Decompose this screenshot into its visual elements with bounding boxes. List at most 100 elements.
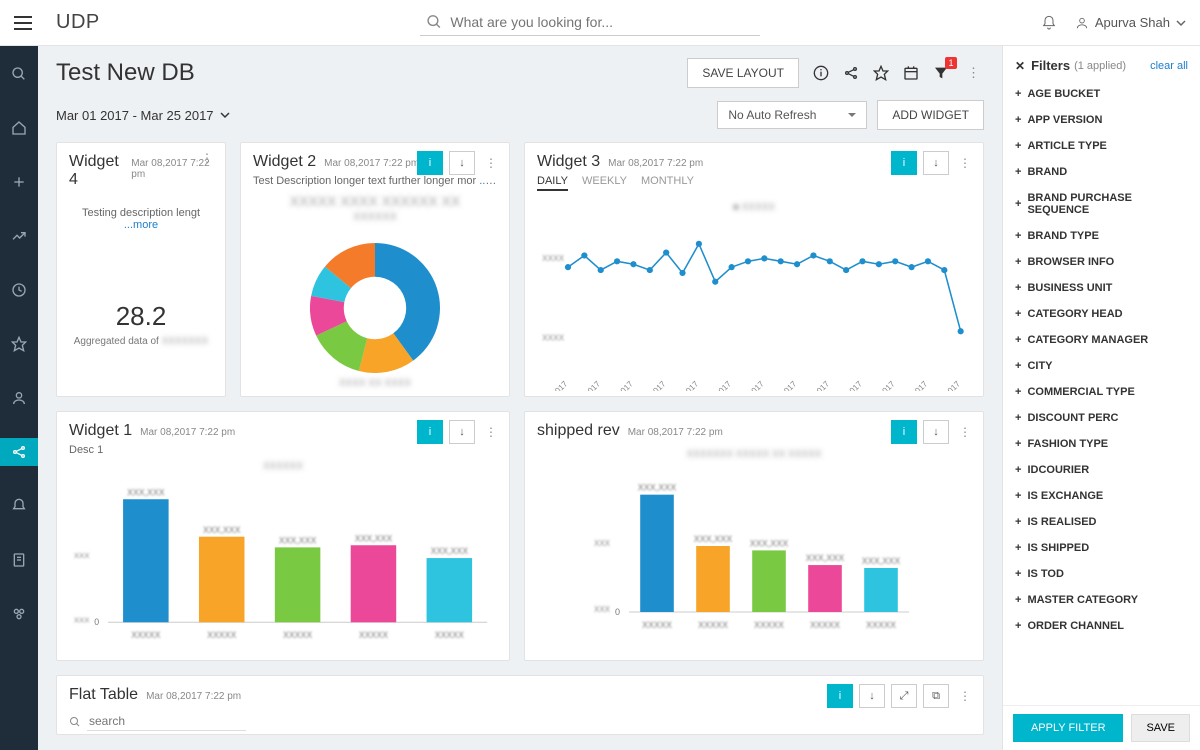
line-chart: XXXXXXXXMar 01, 2017Mar 03, 2017Mar 05, …: [537, 231, 971, 391]
filter-item[interactable]: +BRAND: [1003, 159, 1200, 185]
filter-item[interactable]: +MASTER CATEGORY: [1003, 587, 1200, 613]
filter-item[interactable]: +IS TOD: [1003, 561, 1200, 587]
info-button[interactable]: i: [417, 151, 443, 175]
widget-menu[interactable]: ⋮: [955, 689, 975, 703]
filter-item[interactable]: +BROWSER INFO: [1003, 249, 1200, 275]
info-button[interactable]: i: [891, 151, 917, 175]
filter-item[interactable]: +ARTICLE TYPE: [1003, 133, 1200, 159]
calendar-icon[interactable]: [903, 65, 919, 81]
filter-item[interactable]: +IS REALISED: [1003, 509, 1200, 535]
svg-text:XXXX: XXXX: [542, 333, 565, 342]
svg-text:0: 0: [615, 607, 620, 617]
svg-text:XXX,XXX: XXX,XXX: [694, 534, 733, 544]
filter-item[interactable]: +BRAND PURCHASE SEQUENCE: [1003, 185, 1200, 223]
nav-item-9[interactable]: [0, 546, 38, 574]
filter-item[interactable]: +DISCOUNT PERC: [1003, 405, 1200, 431]
svg-text:XXX,XXX: XXX,XXX: [806, 553, 845, 563]
info-button[interactable]: i: [417, 420, 443, 444]
nav-item-7[interactable]: [0, 438, 38, 466]
filter-item[interactable]: +CATEGORY HEAD: [1003, 301, 1200, 327]
filter-item[interactable]: +IS EXCHANGE: [1003, 483, 1200, 509]
filter-badge: 1: [945, 57, 957, 69]
nav-item-2[interactable]: [0, 168, 38, 196]
widget-timestamp: Mar 08,2017 7:22 pm: [608, 158, 703, 169]
nav-item-10[interactable]: [0, 600, 38, 628]
info-button[interactable]: i: [827, 684, 853, 708]
page-title: Test New DB: [56, 59, 195, 87]
star-icon[interactable]: [873, 65, 889, 81]
left-nav: [0, 46, 38, 750]
tab-daily[interactable]: DAILY: [537, 175, 568, 191]
svg-text:XXXX: XXXX: [542, 254, 565, 263]
apply-filter-button[interactable]: APPLY FILTER: [1013, 714, 1123, 742]
user-name: Apurva Shah: [1095, 15, 1170, 30]
bell-icon[interactable]: [1041, 14, 1057, 32]
hamburger-menu[interactable]: [14, 16, 32, 30]
svg-text:XXX,XXX: XXX,XXX: [279, 535, 317, 545]
clear-all-link[interactable]: clear all: [1150, 60, 1188, 72]
svg-text:XXX,XXX: XXX,XXX: [355, 533, 393, 543]
user-menu[interactable]: Apurva Shah: [1075, 15, 1186, 30]
widget-menu[interactable]: ⋮: [955, 425, 975, 439]
filter-icon[interactable]: 1: [933, 65, 949, 81]
refresh-select[interactable]: No Auto Refresh: [717, 101, 867, 129]
filter-item[interactable]: +IDCOURIER: [1003, 457, 1200, 483]
filter-item[interactable]: +BUSINESS UNIT: [1003, 275, 1200, 301]
download-button[interactable]: ↓: [449, 151, 475, 175]
widget-title: Widget 3: [537, 153, 600, 171]
filter-item[interactable]: +BRAND TYPE: [1003, 223, 1200, 249]
expand-button[interactable]: ⤢: [891, 684, 917, 708]
filter-item[interactable]: +ORDER CHANNEL: [1003, 613, 1200, 639]
filter-item[interactable]: +AGE BUCKET: [1003, 81, 1200, 107]
close-filters-icon[interactable]: ✕: [1015, 59, 1025, 73]
svg-text:XXXXX: XXXXX: [283, 630, 312, 640]
download-button[interactable]: ↓: [859, 684, 885, 708]
nav-item-1[interactable]: [0, 114, 38, 142]
global-search[interactable]: [420, 9, 760, 36]
widget-menu[interactable]: ⋮: [481, 425, 501, 439]
nav-item-5[interactable]: [0, 330, 38, 358]
more-link[interactable]: ...more: [479, 175, 497, 187]
download-button[interactable]: ↓: [923, 151, 949, 175]
widget-menu[interactable]: ⋮: [481, 156, 501, 170]
nav-item-6[interactable]: [0, 384, 38, 412]
tab-monthly[interactable]: MONTHLY: [641, 175, 694, 191]
widget-2-card: Widget 2 Mar 08,2017 7:22 pm i ↓ ⋮ Test …: [240, 142, 510, 397]
tab-weekly[interactable]: WEEKLY: [582, 175, 627, 191]
nav-item-3[interactable]: [0, 222, 38, 250]
widget-title: Widget 2: [253, 153, 316, 171]
widget-menu[interactable]: ⋮: [197, 151, 217, 165]
nav-item-8[interactable]: [0, 492, 38, 520]
filter-item[interactable]: +APP VERSION: [1003, 107, 1200, 133]
widget-title: shipped rev: [537, 422, 620, 440]
nav-item-0[interactable]: [0, 60, 38, 88]
filter-item[interactable]: +COMMERCIAL TYPE: [1003, 379, 1200, 405]
nav-item-4[interactable]: [0, 276, 38, 304]
save-filter-button[interactable]: SAVE: [1131, 714, 1190, 742]
svg-text:XXX,XXX: XXX,XXX: [127, 487, 165, 497]
search-input[interactable]: [450, 14, 753, 30]
info-icon[interactable]: [813, 65, 829, 81]
more-link[interactable]: ...more: [124, 219, 158, 231]
download-button[interactable]: ↓: [923, 420, 949, 444]
download-button[interactable]: ↓: [449, 420, 475, 444]
info-button[interactable]: i: [891, 420, 917, 444]
share-icon[interactable]: [843, 65, 859, 81]
copy-button[interactable]: ⧉: [923, 684, 949, 708]
widget-menu[interactable]: ⋮: [955, 156, 975, 170]
widget-title: Widget 1: [69, 422, 132, 440]
filter-item[interactable]: +CITY: [1003, 353, 1200, 379]
more-menu[interactable]: ⋮: [963, 65, 984, 81]
svg-text:XXX,XXX: XXX,XXX: [862, 556, 901, 566]
svg-text:XXXXX: XXXXX: [810, 620, 840, 630]
save-layout-button[interactable]: SAVE LAYOUT: [687, 58, 799, 88]
date-range-picker[interactable]: Mar 01 2017 - Mar 25 2017: [56, 108, 230, 123]
filter-item[interactable]: +IS SHIPPED: [1003, 535, 1200, 561]
filter-item[interactable]: +CATEGORY MANAGER: [1003, 327, 1200, 353]
shipped-rev-card: shipped rev Mar 08,2017 7:22 pm i ↓ ⋮ XX…: [524, 411, 984, 661]
time-tabs: DAILY WEEKLY MONTHLY: [537, 175, 971, 191]
add-widget-button[interactable]: ADD WIDGET: [877, 100, 984, 130]
table-search-input[interactable]: [87, 712, 246, 731]
filter-item[interactable]: +FASHION TYPE: [1003, 431, 1200, 457]
chevron-down-icon: [220, 110, 230, 120]
